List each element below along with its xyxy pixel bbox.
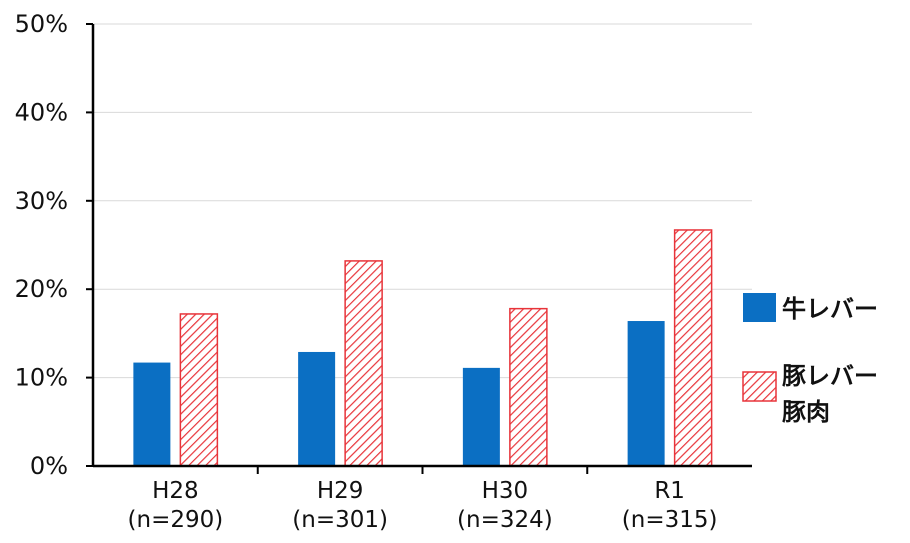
y-tick-label: 20% — [15, 275, 68, 303]
bar-series-2 — [509, 307, 548, 467]
x-category-sample-size: (n=324) — [457, 507, 553, 533]
legend-swatch-series-2 — [742, 371, 777, 402]
y-tick-label: 30% — [15, 187, 68, 215]
axes — [91, 24, 752, 474]
x-category-label: H29 — [317, 478, 364, 504]
x-axis-category-labels: H28 (n=290) H29 (n=301) H30 (n=324) R1 (n=315) — [128, 478, 718, 533]
bar-series-2 — [179, 313, 219, 467]
bar-series-1 — [298, 351, 336, 466]
bars — [133, 229, 713, 467]
x-category-sample-size: (n=301) — [292, 507, 388, 533]
y-tick-label: 50% — [15, 10, 68, 38]
legend-swatch-series-1 — [743, 293, 776, 322]
y-tick-label: 40% — [15, 98, 68, 126]
x-category-sample-size: (n=315) — [622, 507, 718, 533]
x-category-sample-size: (n=290) — [128, 507, 224, 533]
bar-series-1 — [462, 367, 500, 466]
legend-label-series-2: 豚肉 — [781, 398, 830, 426]
bar-series-2 — [344, 260, 383, 467]
legend-label-series-2: 豚レバー — [781, 362, 878, 390]
bar-series-1 — [627, 321, 665, 466]
bar-series-1 — [133, 362, 171, 466]
bar-series-2 — [673, 229, 713, 467]
x-category-label: R1 — [654, 478, 685, 504]
y-axis-tick-labels: 0% 10% 20% 30% 40% 50% — [15, 10, 68, 480]
y-tick-label: 10% — [15, 364, 68, 392]
y-tick-label: 0% — [30, 452, 68, 480]
x-category-label: H28 — [152, 478, 199, 504]
legend-label-series-1: 牛レバー — [782, 295, 878, 323]
x-category-label: H30 — [482, 478, 529, 504]
